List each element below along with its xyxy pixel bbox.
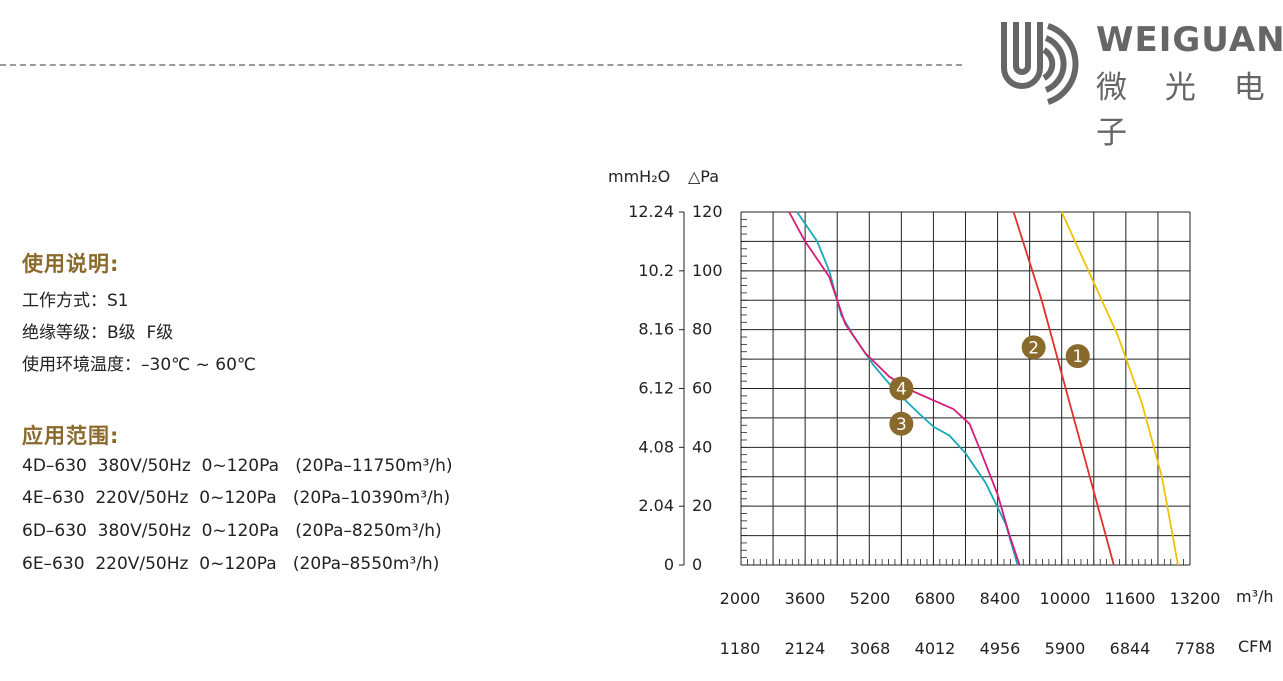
usage-title: 使用说明: — [22, 252, 120, 276]
y-tick-label-mmh2o: 12.24 — [628, 202, 674, 221]
x-tick-label-m3h: 6800 — [915, 589, 956, 608]
curve-marker-label: 1 — [1072, 347, 1083, 367]
application-title: 应用范围: — [22, 424, 120, 448]
curve-marker-label: 3 — [896, 415, 907, 435]
x-tick-label-cfm: 5900 — [1045, 639, 1086, 658]
y-tick-label-mmh2o: 0 — [664, 555, 674, 574]
y-axis-label-mmh2o: mmH₂O — [608, 167, 670, 186]
curve-marker-2 — [1021, 335, 1046, 360]
y-tick-label-mmh2o: 4.08 — [638, 437, 674, 456]
x-tick-label-m3h: 10000 — [1040, 589, 1091, 608]
y-tick-label-pa: 120 — [692, 202, 723, 221]
x-tick-label-m3h: 3600 — [785, 589, 826, 608]
curve-marker-1 — [1065, 344, 1090, 369]
model-spec-line: 4D–630 380V/50Hz 0~120Pa (20Pa–11750m³/h… — [22, 456, 453, 476]
curve-marker-4 — [889, 376, 914, 401]
curve-3 — [796, 211, 1019, 566]
brand-logo: WEIGUANG 微 光 电 子 — [996, 16, 1283, 151]
x-tick-label-cfm: 6844 — [1110, 639, 1151, 658]
curve-marker-label: 4 — [896, 380, 907, 400]
y-tick-label-mmh2o: 6.12 — [638, 379, 674, 398]
x-tick-label-cfm: 1180 — [720, 639, 761, 658]
curve-1 — [1060, 211, 1179, 566]
curve-marker-3 — [889, 411, 914, 436]
usage-line: 使用环境温度：–30℃ ~ 60℃ — [22, 355, 256, 375]
x-tick-label-m3h: 2000 — [720, 589, 761, 608]
x-tick-label-m3h: 13200 — [1170, 589, 1221, 608]
x-tick-label-cfm: 4956 — [980, 639, 1021, 658]
x-tick-label-cfm: 3068 — [850, 639, 891, 658]
performance-chart-svg: 1 2 4 3 12.24 120 10.2 100 8.16 80 6.12 60 4.08 40 2.… — [608, 167, 1274, 658]
x-axis-unit-cfm: CFM — [1238, 637, 1272, 656]
y-tick-label-mmh2o: 10.2 — [638, 261, 674, 280]
y-tick-label-pa: 60 — [692, 379, 712, 398]
brand-name-en: WEIGUANG — [1096, 20, 1283, 60]
usage-line: 工作方式：S1 — [22, 291, 129, 311]
x-tick-label-cfm: 2124 — [785, 639, 826, 658]
y-tick-label-pa: 80 — [692, 320, 712, 339]
x-tick-label-m3h: 11600 — [1105, 589, 1156, 608]
performance-chart: 1 2 4 3 12.24 120 10.2 100 8.16 80 6.12 60 4.08 40 2.… — [590, 160, 1283, 674]
y-axis-label-pa: △Pa — [688, 167, 719, 186]
y-tick-label-pa: 100 — [692, 261, 723, 280]
model-spec-line: 4E–630 220V/50Hz 0~120Pa (20Pa–10390m³/h… — [22, 488, 451, 508]
model-spec-line: 6E–630 220V/50Hz 0~120Pa (20Pa–8550m³/h) — [22, 554, 440, 574]
curve-marker-label: 2 — [1028, 338, 1039, 358]
weiguang-logo-icon — [1001, 22, 1079, 105]
model-spec-line: 6D–630 380V/50Hz 0~120Pa (20Pa–8250m³/h) — [22, 521, 442, 541]
header-dashed-line — [0, 64, 962, 66]
x-tick-label-m3h: 5200 — [850, 589, 891, 608]
x-tick-label-m3h: 8400 — [980, 589, 1021, 608]
y-tick-label-pa: 40 — [692, 437, 712, 456]
x-axis-unit-m3h: m³/h — [1236, 587, 1274, 606]
curve-2 — [1012, 211, 1115, 566]
usage-line: 绝缘等级：B级 F级 — [22, 323, 174, 343]
y-tick-label-mmh2o: 2.04 — [638, 496, 674, 515]
brand-name-cn: 微 光 电 子 — [1096, 70, 1279, 151]
x-tick-label-cfm: 7788 — [1175, 639, 1216, 658]
y-tick-label-pa: 0 — [692, 555, 702, 574]
x-tick-label-cfm: 4012 — [915, 639, 956, 658]
y-tick-label-mmh2o: 8.16 — [638, 320, 674, 339]
y-tick-label-pa: 20 — [692, 496, 712, 515]
curve-4 — [788, 211, 1021, 566]
